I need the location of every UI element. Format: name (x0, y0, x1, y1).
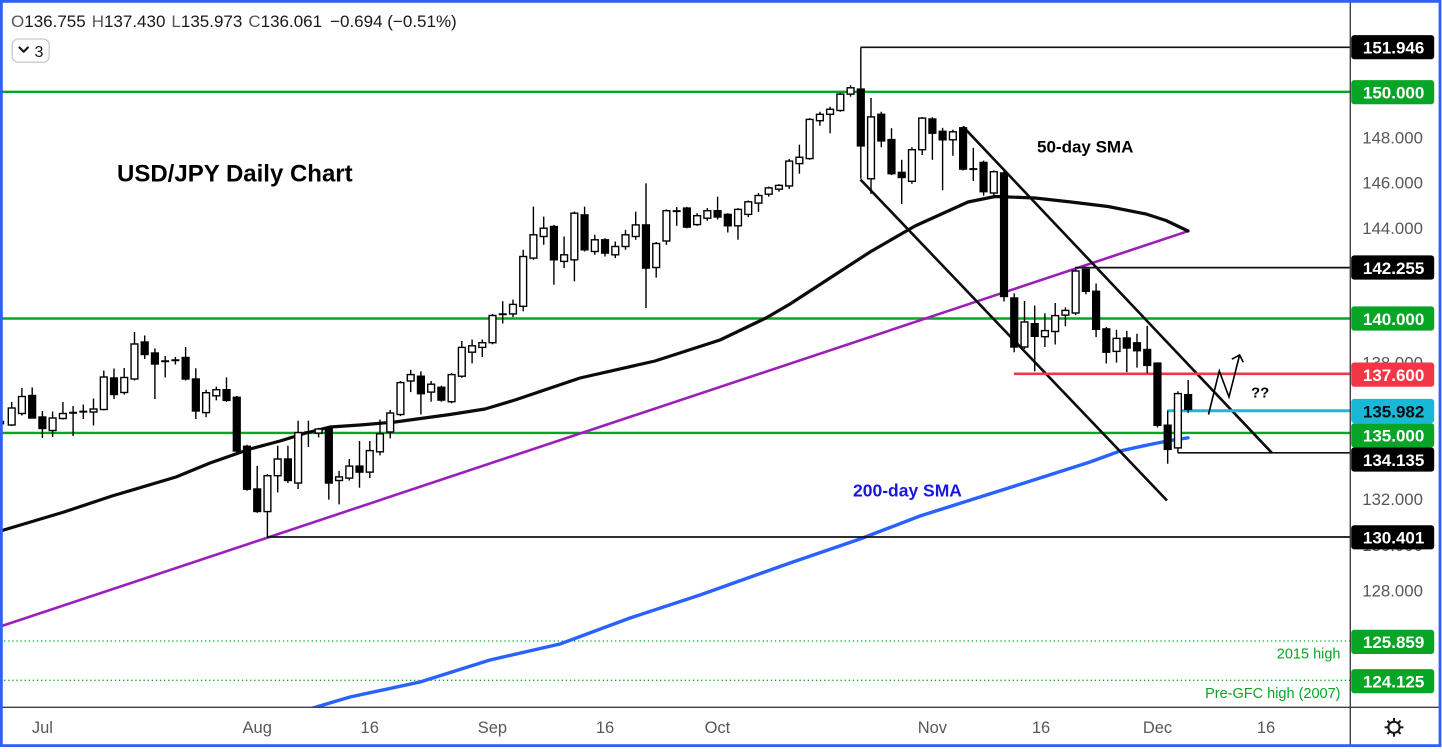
svg-text:Oct: Oct (705, 719, 731, 737)
svg-text:Sep: Sep (478, 719, 507, 737)
svg-text:150.000: 150.000 (1363, 84, 1424, 103)
svg-text:200-day SMA: 200-day SMA (853, 481, 962, 501)
svg-text:Jul: Jul (32, 719, 53, 737)
svg-text:132.000: 132.000 (1362, 490, 1423, 509)
svg-text:2015 high: 2015 high (1277, 647, 1341, 663)
svg-text:140.000: 140.000 (1363, 310, 1424, 329)
svg-text:144.000: 144.000 (1362, 219, 1423, 238)
svg-text:135.000: 135.000 (1363, 427, 1424, 446)
svg-text:128.000: 128.000 (1362, 581, 1423, 600)
svg-text:16: 16 (1257, 719, 1275, 737)
svg-text:50-day SMA: 50-day SMA (1037, 138, 1133, 157)
svg-text:16: 16 (361, 719, 379, 737)
svg-text:146.000: 146.000 (1362, 174, 1423, 193)
svg-text:151.946: 151.946 (1363, 39, 1424, 58)
svg-text:16: 16 (596, 719, 614, 737)
svg-text:Pre-GFC high (2007): Pre-GFC high (2007) (1205, 686, 1340, 702)
svg-text:Nov: Nov (918, 719, 948, 737)
svg-text:142.255: 142.255 (1363, 259, 1424, 278)
svg-text:??: ?? (1251, 385, 1269, 402)
svg-text:130.401: 130.401 (1363, 529, 1424, 548)
svg-text:137.600: 137.600 (1363, 366, 1424, 385)
svg-text:125.859: 125.859 (1363, 633, 1424, 652)
svg-text:16: 16 (1032, 719, 1050, 737)
svg-text:Aug: Aug (243, 719, 272, 737)
svg-text:148.000: 148.000 (1362, 128, 1423, 147)
svg-text:Dec: Dec (1143, 719, 1172, 737)
svg-text:124.125: 124.125 (1363, 673, 1424, 692)
svg-text:3: 3 (35, 44, 44, 61)
svg-text:135.982: 135.982 (1363, 402, 1424, 421)
svg-text:134.135: 134.135 (1363, 451, 1424, 470)
svg-text:USD/JPY Daily Chart: USD/JPY Daily Chart (117, 161, 353, 188)
